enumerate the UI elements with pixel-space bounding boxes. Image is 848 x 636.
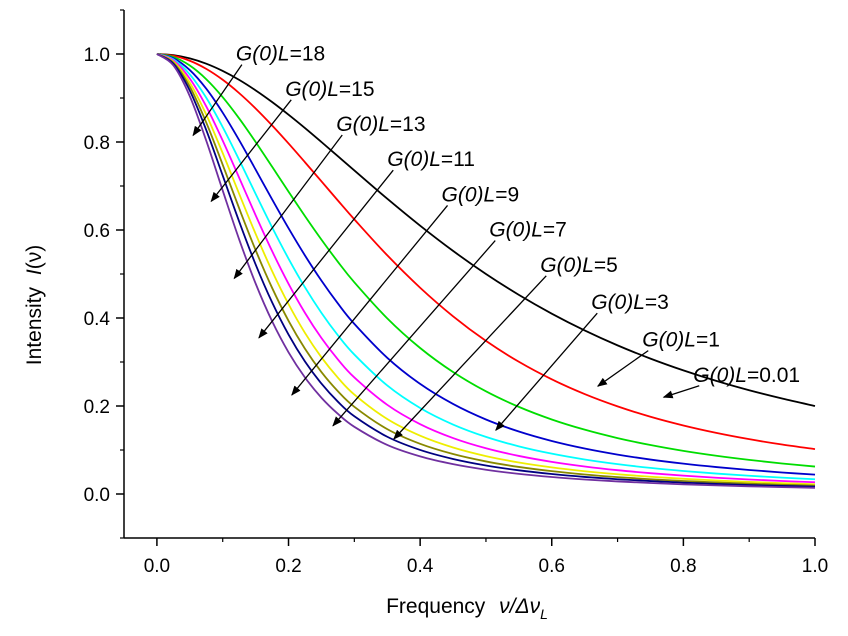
y-tick-label: 0.4 xyxy=(84,309,111,330)
x-tick-label: 0.4 xyxy=(407,556,434,577)
x-tick-label: 0.0 xyxy=(144,556,170,577)
x-axis-label-math: ν/Δν xyxy=(499,595,540,618)
x-tick-label: 0.8 xyxy=(670,556,696,577)
annotation-prefix: G(0)L xyxy=(489,219,543,242)
annotation-prefix: G(0)L xyxy=(693,364,747,387)
x-tick-label: 0.2 xyxy=(275,556,301,577)
series-annotation: G(0)L=3 xyxy=(591,291,669,314)
annotation-value: =1 xyxy=(696,329,720,352)
series-annotation: G(0)L=5 xyxy=(540,254,618,277)
annotation-arrow xyxy=(233,134,343,280)
series-annotation: G(0)L=1 xyxy=(642,329,720,352)
annotation-prefix: G(0)L xyxy=(236,43,290,66)
series-line xyxy=(156,53,816,481)
series-annotation: G(0)L=13 xyxy=(336,113,425,136)
series-line xyxy=(156,53,816,487)
x-axis-label-sub: L xyxy=(540,606,548,622)
annotation-arrow xyxy=(495,312,598,431)
series-annotation: G(0)L=15 xyxy=(285,78,374,101)
y-axis-label-text: Intensity xyxy=(23,286,46,365)
x-axis-label: Frequency ν/ΔνL xyxy=(386,595,548,622)
annotation-arrow xyxy=(662,385,700,399)
annotation-value: =0.01 xyxy=(747,364,800,387)
annotation-prefix: G(0)L xyxy=(591,291,645,314)
series-line xyxy=(156,53,816,451)
annotation-value: =9 xyxy=(495,183,519,206)
series-line xyxy=(156,53,816,486)
annotation-arrow xyxy=(210,99,292,203)
y-axis-label-arg: (ν) xyxy=(23,245,46,270)
annotation-value: =5 xyxy=(594,254,618,277)
annotation-prefix: G(0)L xyxy=(442,183,496,206)
series-line xyxy=(156,53,816,488)
axes-layer: 0.0 0.2 0.4 0.6 0.8 1.0 0.0 0.2 0.4 0.6 0.8 1.0 xyxy=(84,9,828,577)
annotation-value: =7 xyxy=(543,219,567,242)
series-annotation: G(0)L=18 xyxy=(236,43,325,66)
y-tick-label: 0.2 xyxy=(84,397,110,418)
annotation-arrow xyxy=(393,275,547,440)
annotation-arrow xyxy=(258,169,394,339)
annotation-value: =18 xyxy=(290,43,326,66)
annotation-layer: G(0)L=18G(0)L=15G(0)L=13G(0)L=11G(0)L=9G… xyxy=(192,43,800,440)
y-tick-label: 0.8 xyxy=(84,133,110,154)
x-tick-label: 0.6 xyxy=(539,556,565,577)
annotation-arrow xyxy=(597,350,649,387)
annotation-prefix: G(0)L xyxy=(642,329,696,352)
y-tick-label: 0.0 xyxy=(84,485,110,506)
series-annotation: G(0)L=0.01 xyxy=(693,364,800,387)
annotation-prefix: G(0)L xyxy=(387,148,441,171)
series-line xyxy=(156,53,816,489)
series-annotation: G(0)L=11 xyxy=(387,148,475,171)
series-line xyxy=(156,53,816,484)
y-axis-label-math: I xyxy=(23,269,46,275)
y-tick-label: 1.0 xyxy=(84,45,110,66)
annotation-prefix: G(0)L xyxy=(285,78,339,101)
x-axis-label-text: Frequency xyxy=(386,595,486,618)
x-tick-label: 1.0 xyxy=(802,556,828,577)
series-annotation: G(0)L=9 xyxy=(442,183,520,206)
annotation-value: =3 xyxy=(645,291,669,314)
series-line xyxy=(156,53,816,476)
annotation-arrow xyxy=(291,204,449,396)
series-line xyxy=(156,53,816,468)
series-annotation: G(0)L=7 xyxy=(489,219,567,242)
y-tick-label: 0.6 xyxy=(84,221,110,242)
annotation-arrow xyxy=(332,240,496,427)
annotation-value: =15 xyxy=(339,78,375,101)
series-line xyxy=(156,53,816,407)
series-layer xyxy=(156,53,816,489)
annotation-value: =11 xyxy=(441,148,475,171)
annotation-prefix: G(0)L xyxy=(336,113,390,136)
annotation-prefix: G(0)L xyxy=(540,254,594,277)
annotation-arrow xyxy=(192,64,243,137)
y-axis-label: Intensity I(ν) xyxy=(23,245,46,365)
annotation-value: =13 xyxy=(390,113,426,136)
